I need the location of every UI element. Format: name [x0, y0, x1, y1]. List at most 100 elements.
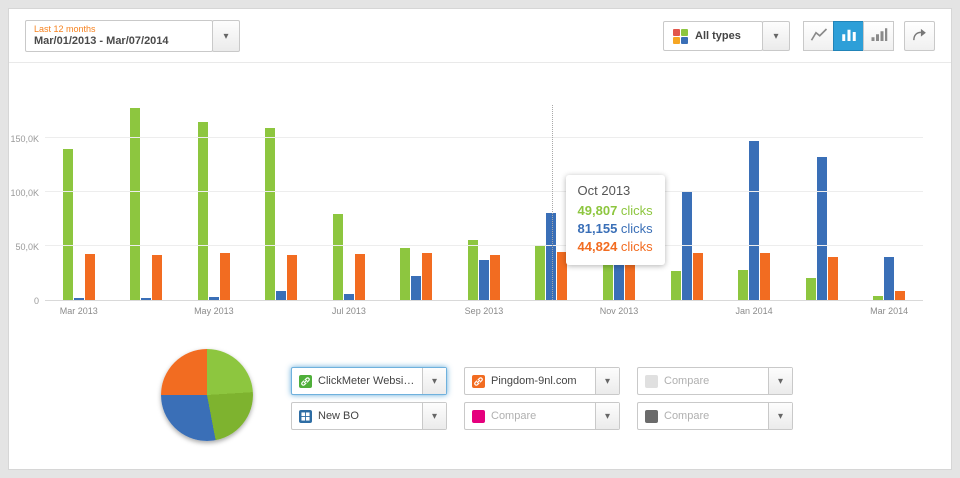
x-axis-tick-label: Jul 2013 [331, 306, 366, 316]
type-filter-group: All types ▾ [663, 21, 790, 51]
x-axis-tick-label: May 2013 [194, 306, 234, 316]
bar[interactable] [343, 294, 354, 300]
bar[interactable] [535, 246, 546, 300]
bar[interactable] [287, 255, 298, 300]
bar[interactable] [816, 157, 827, 300]
bar[interactable] [141, 298, 152, 300]
y-axis-tick-label: 50,0K [15, 242, 39, 253]
bar[interactable] [805, 278, 816, 300]
color-swatch [472, 409, 485, 423]
bar[interactable] [614, 263, 625, 300]
date-range-dropdown-button[interactable]: ▾ [212, 20, 240, 52]
bar[interactable] [478, 260, 489, 300]
series-selector-field[interactable]: Compare [638, 403, 768, 429]
series-selector-label: Pingdom-9nl.com [491, 375, 577, 387]
share-arrow-icon [911, 27, 928, 45]
bar[interactable] [73, 298, 84, 300]
bar[interactable] [546, 213, 557, 300]
series-selector-field[interactable]: New BO [292, 403, 422, 429]
x-axis-tick-label: Nov 2013 [599, 306, 639, 316]
type-filter-dropdown-button[interactable]: ▾ [762, 21, 790, 51]
bar[interactable] [827, 257, 838, 300]
bars-row: Mar 2013 May 2013 Jul 2013 Sep 2013 Nov 2013… [45, 91, 923, 316]
bar-group-feb-2014 [788, 91, 856, 300]
bar[interactable] [400, 248, 411, 300]
series-selector-field[interactable]: Pingdom-9nl.com [465, 368, 595, 394]
bar-group-apr-2013 [113, 91, 181, 300]
bar[interactable] [467, 240, 478, 300]
gridline [45, 137, 923, 139]
x-axis-tick-label: Mar 2014 [870, 306, 909, 316]
gridline [45, 245, 923, 247]
bar[interactable] [692, 253, 703, 300]
x-axis-tick-label: Mar 2013 [59, 306, 98, 316]
series-selector-dropdown-button[interactable]: ▾ [422, 368, 446, 394]
series-selector-dropdown-button[interactable]: ▾ [768, 368, 792, 394]
tooltip-row: 81,155 clicks [577, 221, 653, 236]
bar[interactable] [895, 291, 906, 300]
date-period-label: Last 12 months [34, 24, 96, 34]
bar[interactable] [760, 253, 771, 300]
bar[interactable] [603, 262, 614, 300]
series-selector-field[interactable]: Compare [638, 368, 768, 394]
toolbar: Last 12 months Mar/01/2013 - Mar/07/2014… [9, 9, 951, 63]
bar[interactable] [265, 128, 276, 300]
column-chart-icon [870, 27, 888, 46]
bar[interactable] [276, 291, 287, 300]
bar[interactable] [152, 255, 163, 300]
column-chart-view-button[interactable] [863, 21, 894, 51]
type-filter-select[interactable]: All types [663, 21, 763, 51]
bar[interactable] [557, 252, 568, 300]
share-button[interactable] [904, 21, 935, 51]
line-chart-view-button[interactable] [803, 21, 834, 51]
bar-group-oct-2013 [518, 91, 586, 300]
bar[interactable] [411, 276, 422, 300]
bar-group-jan-2014: Jan 2014 [720, 91, 788, 316]
bar[interactable] [749, 141, 760, 300]
analytics-panel: Last 12 months Mar/01/2013 - Mar/07/2014… [8, 8, 952, 470]
bar-chart-view-button[interactable] [833, 21, 864, 51]
bar[interactable] [332, 214, 343, 300]
y-axis-tick-label: 150,0K [10, 134, 39, 145]
series-selectors: ClickMeter Website... ▾ Pingdom-9nl.com ▾ Co… [291, 367, 793, 430]
bar-group-aug-2013 [383, 91, 451, 300]
link-icon [472, 374, 485, 388]
chart-tooltip: Oct 2013 49,807 clicks 81,155 clicks 44,82… [565, 175, 665, 265]
bar[interactable] [422, 253, 433, 300]
bar[interactable] [884, 257, 895, 300]
series-selector-label: ClickMeter Website... [318, 375, 415, 387]
series-selector-label: Compare [491, 410, 537, 422]
chevron-down-icon: ▾ [223, 30, 229, 42]
bar[interactable] [208, 297, 219, 300]
series-selector-dropdown-button[interactable]: ▾ [595, 403, 619, 429]
bar[interactable] [738, 270, 749, 300]
series-selector-pingdom-9nl-com: Pingdom-9nl.com ▾ [464, 367, 620, 395]
bar[interactable] [670, 271, 681, 300]
bar[interactable] [84, 254, 95, 300]
color-swatch [645, 409, 658, 423]
x-axis-tick-label: Jan 2014 [735, 306, 773, 316]
bar[interactable] [130, 108, 141, 300]
bar[interactable] [354, 254, 365, 300]
series-selector-compare: Compare ▾ [637, 367, 793, 395]
tooltip-row: 49,807 clicks [577, 203, 653, 218]
bar-chart-icon [840, 27, 858, 46]
series-selector-dropdown-button[interactable]: ▾ [595, 368, 619, 394]
y-axis-tick-label: 0 [33, 296, 39, 306]
pie-chart [161, 349, 253, 441]
series-selector-field[interactable]: ClickMeter Website... [292, 368, 422, 394]
series-selector-field[interactable]: Compare [465, 403, 595, 429]
bar[interactable] [219, 253, 230, 300]
bar[interactable] [873, 296, 884, 300]
bar[interactable] [489, 255, 500, 300]
chart-section: Mar 2013 May 2013 Jul 2013 Sep 2013 Nov 2013… [9, 63, 951, 343]
bar[interactable] [62, 149, 73, 300]
series-selector-clickmeter-website: ClickMeter Website... ▾ [291, 367, 447, 395]
series-selector-dropdown-button[interactable]: ▾ [768, 403, 792, 429]
types-grid-icon [673, 28, 688, 44]
date-range-selector[interactable]: Last 12 months Mar/01/2013 - Mar/07/2014 [25, 20, 213, 52]
bar[interactable] [197, 122, 208, 300]
series-selector-dropdown-button[interactable]: ▾ [422, 403, 446, 429]
toolbar-right: All types ▾ [663, 21, 935, 51]
bar[interactable] [625, 261, 636, 300]
